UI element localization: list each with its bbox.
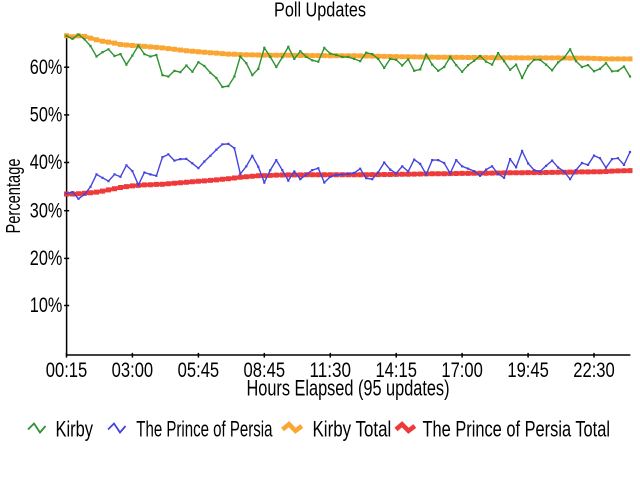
svg-text:Poll Updates: Poll Updates xyxy=(274,0,366,22)
svg-text:20%: 20% xyxy=(30,247,63,270)
svg-text:08:45: 08:45 xyxy=(244,358,286,382)
svg-text:17:00: 17:00 xyxy=(441,358,483,382)
svg-text:50%: 50% xyxy=(30,104,63,127)
svg-text:11:30: 11:30 xyxy=(310,358,352,382)
svg-text:03:00: 03:00 xyxy=(112,358,154,382)
svg-text:Percentage: Percentage xyxy=(3,159,25,234)
svg-text:60%: 60% xyxy=(30,56,63,79)
svg-text:05:45: 05:45 xyxy=(178,358,220,382)
svg-text:The Prince of Persia Total: The Prince of Persia Total xyxy=(423,417,611,442)
svg-text:Hours Elapsed (95 updates): Hours Elapsed (95 updates) xyxy=(247,376,450,401)
svg-text:19:45: 19:45 xyxy=(507,358,549,382)
svg-text:30%: 30% xyxy=(30,199,63,222)
svg-text:22:30: 22:30 xyxy=(573,358,615,382)
svg-text:The Prince of Persia: The Prince of Persia xyxy=(136,417,273,442)
svg-text:40%: 40% xyxy=(30,151,63,174)
svg-text:Kirby: Kirby xyxy=(56,417,94,442)
svg-text:10%: 10% xyxy=(30,294,63,317)
svg-text:Kirby Total: Kirby Total xyxy=(313,417,392,442)
svg-text:00:15: 00:15 xyxy=(46,358,88,382)
svg-text:14:15: 14:15 xyxy=(375,358,417,382)
